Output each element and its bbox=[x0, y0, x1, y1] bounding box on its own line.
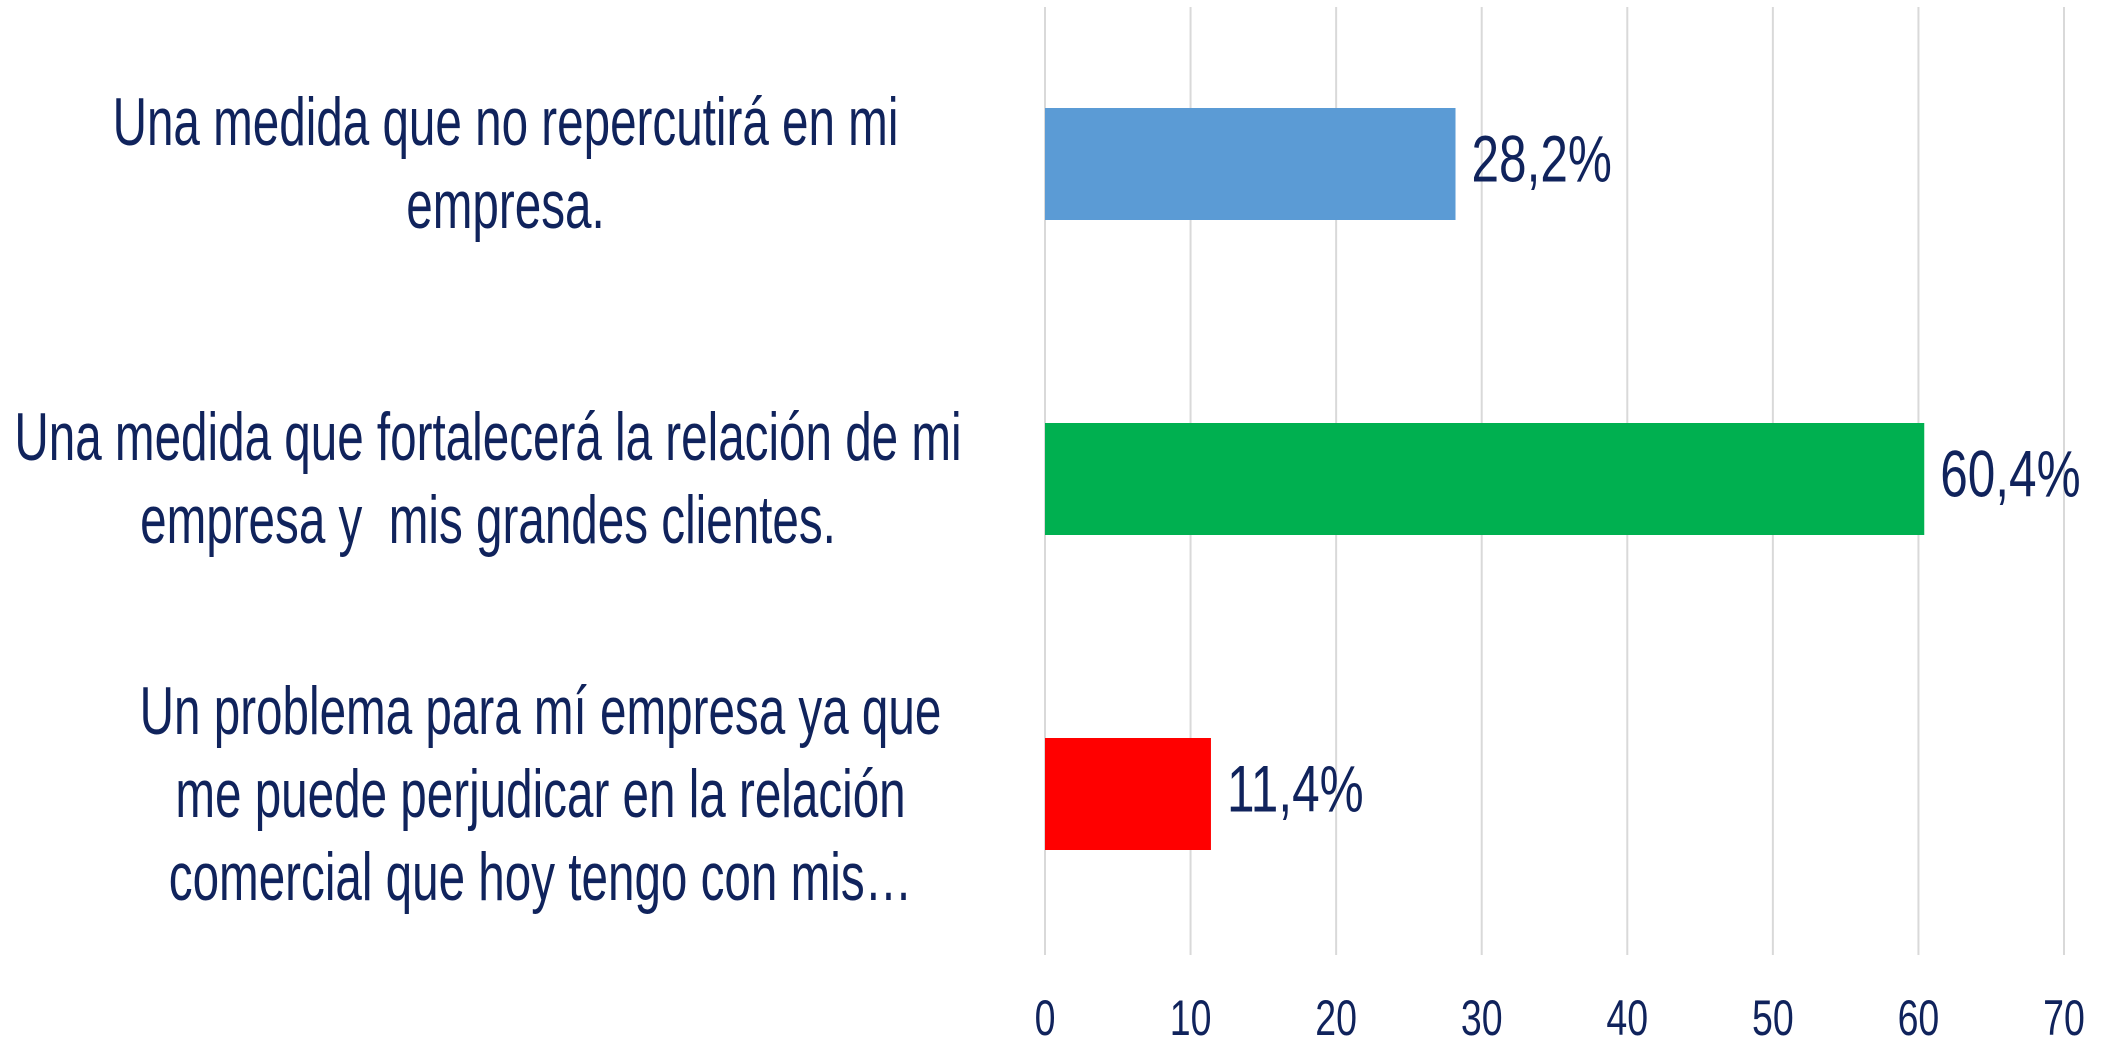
category-label-box: Una medida que fortalecerá la relación d… bbox=[0, 279, 978, 679]
x-tick-label: 20 bbox=[1315, 991, 1357, 1043]
bar bbox=[1045, 423, 1925, 535]
x-tick-label: 30 bbox=[1461, 991, 1503, 1043]
x-tick-label: 40 bbox=[1606, 991, 1648, 1043]
bar bbox=[1045, 738, 1211, 850]
category-label-box: Un problema para mí empresa ya que me pu… bbox=[103, 594, 978, 994]
value-label: 28,2% bbox=[1472, 123, 1612, 197]
x-tick-label: 10 bbox=[1170, 991, 1212, 1043]
x-tick-label: 50 bbox=[1752, 991, 1794, 1043]
x-tick-label: 60 bbox=[1898, 991, 1940, 1043]
x-tick-label: 0 bbox=[1035, 991, 1056, 1043]
value-label: 60,4% bbox=[1940, 438, 2080, 512]
category-label-box: Una medida que no repercutirá en mi empr… bbox=[33, 0, 978, 364]
y-tick-label: Una medida que fortalecerá la relación d… bbox=[14, 399, 975, 558]
y-tick-label: Un problema para mí empresa ya que me pu… bbox=[139, 672, 955, 915]
y-tick-label: Una medida que no repercutirá en mi empr… bbox=[112, 84, 912, 243]
x-tick-label: 70 bbox=[2043, 991, 2085, 1043]
value-label: 11,4% bbox=[1227, 753, 1364, 827]
bar bbox=[1045, 108, 1456, 220]
